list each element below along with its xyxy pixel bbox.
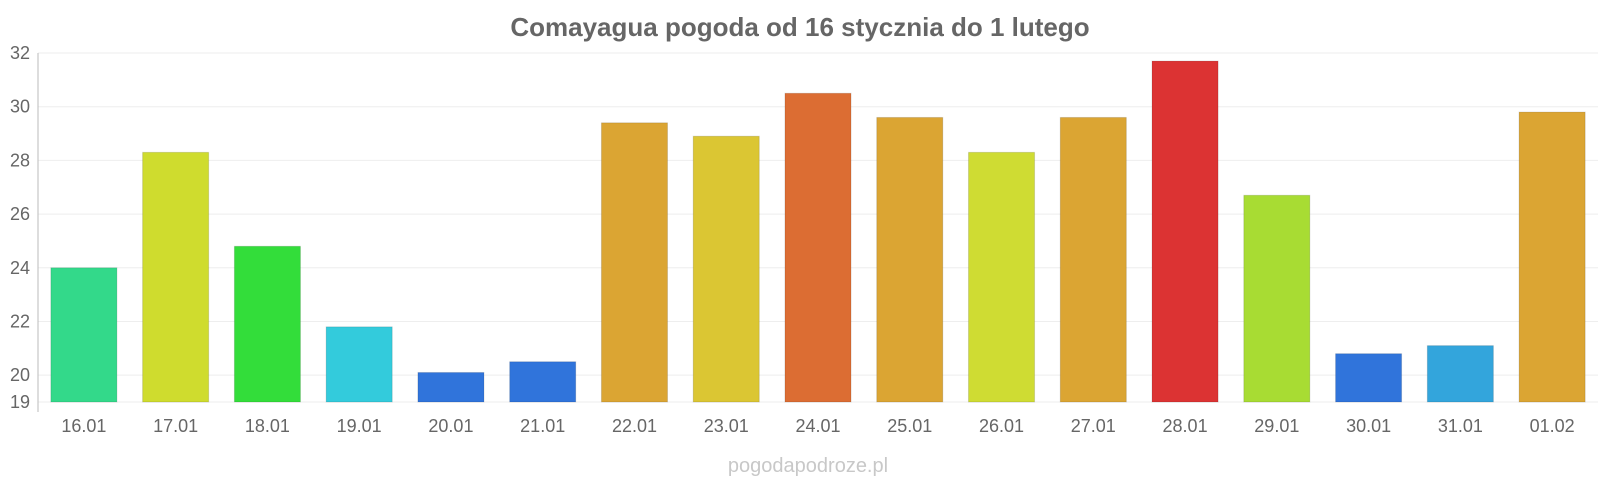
x-tick-label: 16.01 [61, 416, 106, 436]
bar-29.01[interactable] [1243, 194, 1311, 403]
x-tick-label: 01.02 [1530, 416, 1575, 436]
bar-20.01[interactable] [417, 371, 485, 403]
bar-16.01[interactable] [50, 267, 118, 403]
bar-31.01[interactable] [1426, 345, 1494, 403]
y-axis-ticks: 19 20 22 24 26 28 30 32 [10, 43, 30, 412]
x-tick-label: 25.01 [887, 416, 932, 436]
x-tick-label: 28.01 [1163, 416, 1208, 436]
bars [50, 60, 1586, 403]
x-tick-label: 20.01 [428, 416, 473, 436]
bar-21.01[interactable] [509, 361, 577, 403]
x-tick-label: 17.01 [153, 416, 198, 436]
bar-25.01[interactable] [876, 116, 944, 403]
bar-19.01[interactable] [325, 326, 393, 403]
x-axis-ticks: 16.01 17.01 18.01 19.01 20.01 21.01 22.01 23.01… [61, 416, 1574, 436]
bar-17.01[interactable] [142, 151, 210, 403]
x-tick-label: 23.01 [704, 416, 749, 436]
y-tick-label: 20 [10, 365, 30, 385]
y-tick-label: 30 [10, 97, 30, 117]
x-tick-label: 19.01 [337, 416, 382, 436]
bar-26.01[interactable] [967, 151, 1036, 403]
y-tick-label: 28 [10, 150, 30, 170]
y-tick-label: 32 [10, 43, 30, 63]
y-tick-label: 22 [10, 311, 30, 331]
bar-01.02[interactable] [1518, 111, 1586, 403]
x-tick-label: 30.01 [1346, 416, 1391, 436]
x-tick-label: 21.01 [520, 416, 565, 436]
watermark: pogodapodroze.pl [728, 455, 888, 477]
x-tick-label: 22.01 [612, 416, 657, 436]
x-tick-label: 31.01 [1438, 416, 1483, 436]
bar-24.01[interactable] [784, 92, 852, 403]
x-tick-label: 29.01 [1254, 416, 1299, 436]
bar-27.01[interactable] [1059, 116, 1127, 403]
bar-22.01[interactable] [600, 122, 669, 403]
chart-title: Comayagua pogoda od 16 stycznia do 1 lut… [510, 12, 1089, 42]
bar-28.01[interactable] [1151, 60, 1219, 403]
y-tick-label: 19 [10, 392, 30, 412]
y-tick-label: 26 [10, 204, 30, 224]
x-tick-label: 26.01 [979, 416, 1024, 436]
x-tick-label: 18.01 [245, 416, 290, 436]
bar-23.01[interactable] [692, 135, 760, 403]
x-tick-label: 24.01 [795, 416, 840, 436]
bar-18.01[interactable] [233, 245, 301, 403]
x-tick-label: 27.01 [1071, 416, 1116, 436]
y-tick-label: 24 [10, 258, 30, 278]
bar-30.01[interactable] [1335, 353, 1403, 403]
